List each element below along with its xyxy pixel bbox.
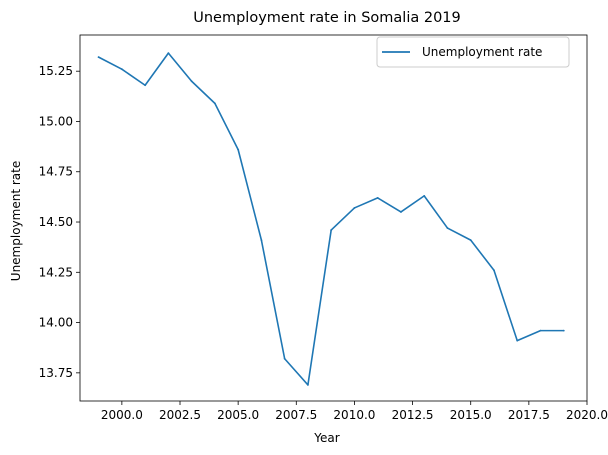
x-axis-title: Year xyxy=(313,431,339,445)
y-tick-label: 15.25 xyxy=(39,64,73,78)
data-point xyxy=(400,211,402,213)
data-point xyxy=(213,102,216,105)
x-tick-label: 2002.5 xyxy=(159,408,201,422)
y-tick-label: 13.75 xyxy=(39,366,73,380)
data-point xyxy=(237,148,240,151)
plot-frame xyxy=(79,34,588,402)
y-tick-label: 14.75 xyxy=(39,165,73,179)
x-tick-label: 2000.0 xyxy=(101,408,143,422)
data-point xyxy=(260,239,263,242)
series-layer xyxy=(97,52,565,386)
x-axis: 2000.0 2002.5 2005.0 2007.5 2010.0 2012.5 2015… xyxy=(101,401,608,422)
data-point xyxy=(307,384,309,386)
data-point xyxy=(353,207,356,209)
legend-box xyxy=(376,36,570,68)
data-point xyxy=(330,229,333,231)
x-tick-label: 2007.5 xyxy=(275,408,317,422)
data-point xyxy=(539,329,542,332)
data-point xyxy=(120,68,123,71)
data-point xyxy=(376,196,379,199)
chart-title: Unemployment rate in Somalia 2019 xyxy=(193,10,461,26)
data-point xyxy=(144,84,147,87)
data-point xyxy=(493,269,495,272)
x-tick-label: 2020.0 xyxy=(566,408,608,422)
data-point xyxy=(469,239,472,242)
data-point xyxy=(516,339,519,342)
plot-area xyxy=(79,34,588,402)
data-point xyxy=(562,329,565,332)
y-tick-label: 14.00 xyxy=(39,316,73,330)
data-point xyxy=(283,357,286,360)
data-point xyxy=(190,80,193,83)
x-tick-label: 2005.0 xyxy=(217,408,259,422)
y-tick-label: 14.50 xyxy=(39,215,73,229)
x-tick-label: 2017.5 xyxy=(508,408,550,422)
x-tick-label: 2010.0 xyxy=(333,408,375,422)
y-axis: 13.75 14.00 14.25 14.50 14.75 15.00 15.25 xyxy=(39,64,80,380)
y-axis-title: Unemployment rate xyxy=(9,161,23,281)
y-tick-label: 14.25 xyxy=(39,265,73,279)
data-point xyxy=(167,52,170,54)
x-tick-label: 2015.0 xyxy=(450,408,492,422)
legend: Unemployment rate xyxy=(376,36,570,68)
data-point xyxy=(97,56,100,59)
data-point xyxy=(423,194,426,197)
y-tick-label: 15.00 xyxy=(39,114,73,128)
legend-label: Unemployment rate xyxy=(422,45,542,59)
x-tick-label: 2012.5 xyxy=(392,408,434,422)
data-point xyxy=(446,227,449,229)
